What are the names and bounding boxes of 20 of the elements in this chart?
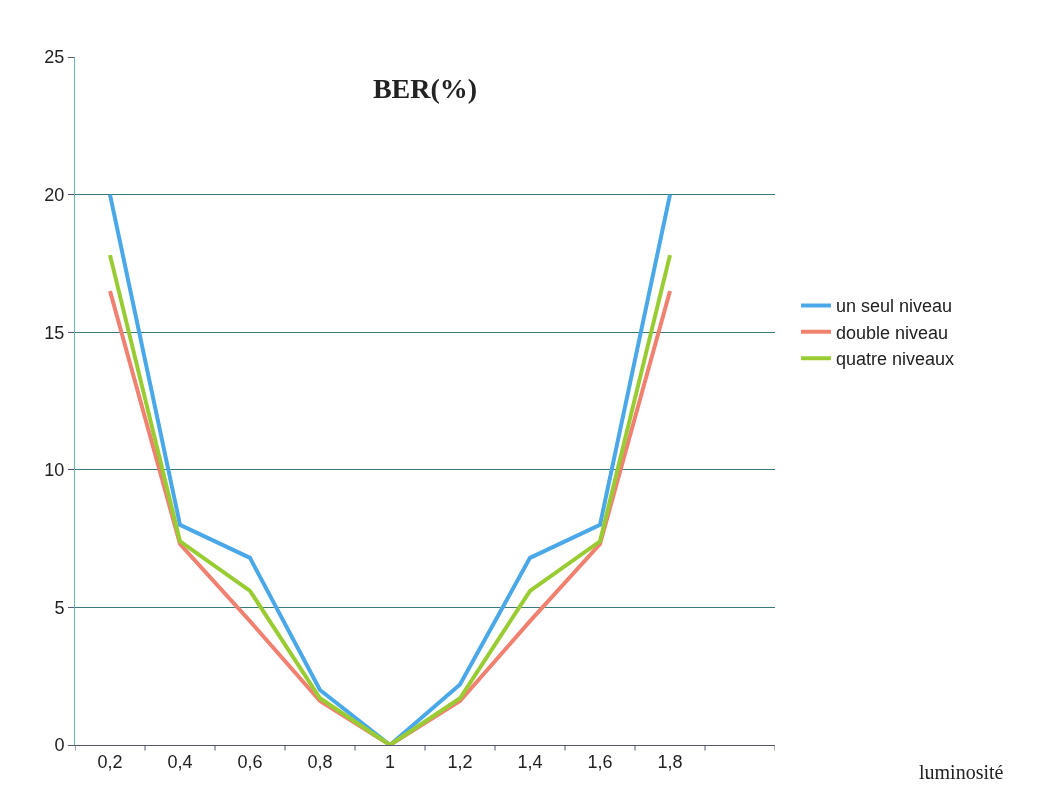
y-tick-label: 0 — [54, 735, 65, 756]
text: luminosité — [919, 761, 1004, 783]
legend-label: double niveau — [836, 322, 949, 343]
x-tick-label: 1,6 — [587, 751, 613, 772]
text: BER(%) — [372, 72, 478, 104]
x-tick-label: 0,6 — [237, 751, 263, 772]
x-tick-label: 1,8 — [657, 751, 683, 772]
legend-label: un seul niveau — [836, 296, 953, 317]
x-tick-label: 1,4 — [517, 751, 543, 772]
x-tick-label: 1 — [384, 751, 396, 772]
x-tick-label: 1,2 — [447, 751, 473, 772]
y-tick-label: 10 — [44, 460, 65, 481]
y-tick-label: 20 — [44, 184, 65, 205]
x-tick-label: 0,8 — [307, 751, 333, 772]
y-tick-label: 15 — [44, 322, 65, 343]
x-tick-label: 0,2 — [97, 751, 123, 772]
y-tick-label: 25 — [44, 47, 65, 68]
legend-label: quatre niveaux — [836, 349, 955, 370]
y-tick-label: 5 — [54, 597, 65, 618]
x-tick-label: 0,4 — [167, 751, 193, 772]
